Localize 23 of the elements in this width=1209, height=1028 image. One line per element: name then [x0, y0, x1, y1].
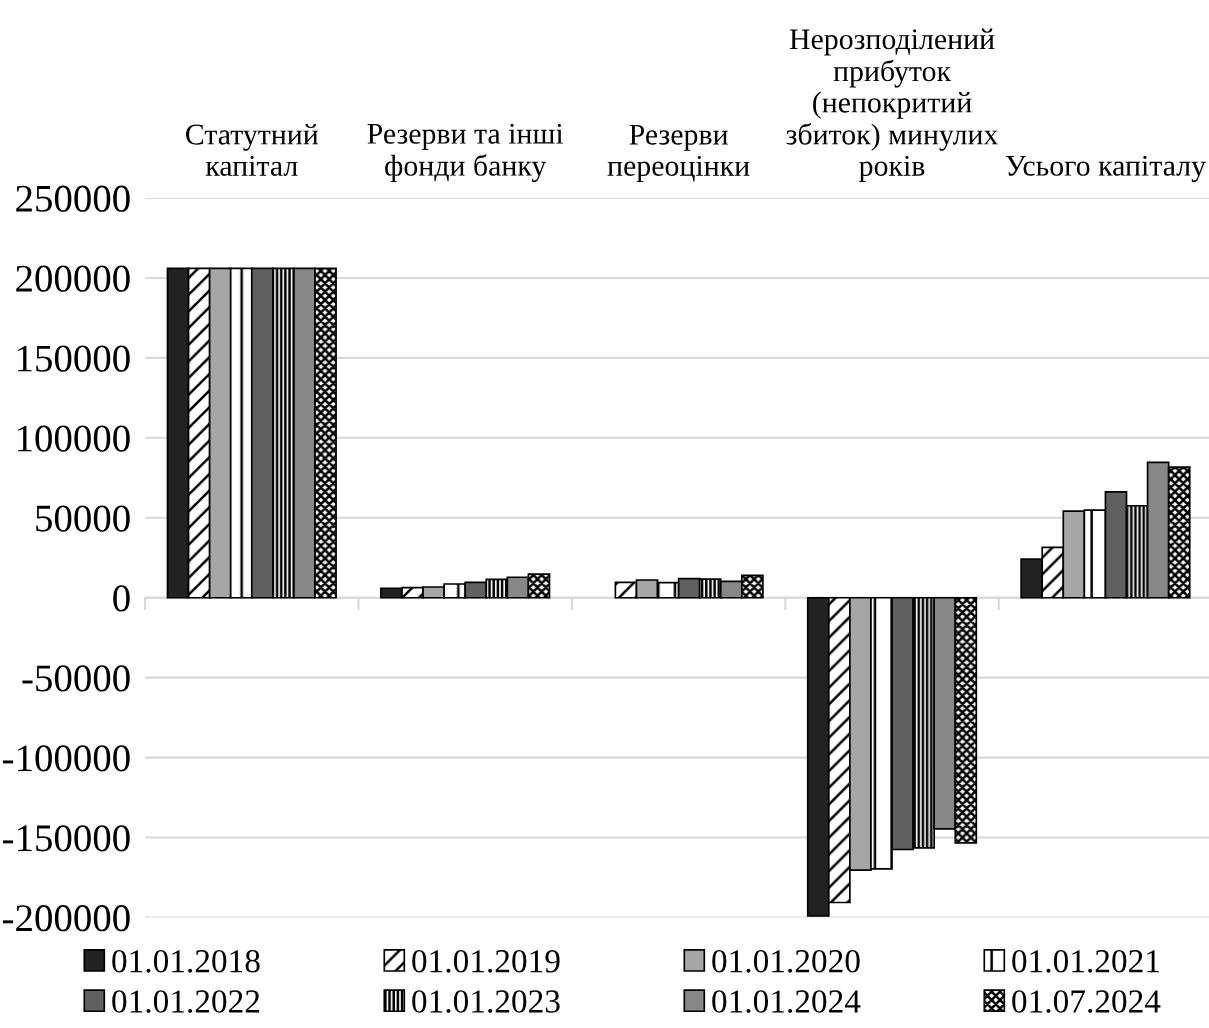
y-tick-label: -50000 — [22, 665, 130, 692]
legend-label: 01.01.2024 — [712, 990, 861, 1013]
x-tick-label: Статутний капітал — [186, 123, 319, 176]
y-tick-label: -150000 — [3, 825, 130, 852]
y-tick-label: 100000 — [17, 425, 130, 452]
legend-label: 01.01.2018 — [112, 950, 260, 973]
y-tick-label: 200000 — [16, 265, 130, 292]
legend-label: 01.01.2019 — [412, 950, 560, 973]
legend-label: 01.01.2021 — [1012, 950, 1159, 973]
x-tick-label: Усього капіталу — [1005, 155, 1206, 183]
y-tick-label: -200000 — [3, 905, 130, 932]
x-tick-label: Нерозподілений прибуток (непокритий збиток) минулих років — [786, 28, 999, 183]
x-tick-label: Резерви переоцінки — [607, 124, 750, 183]
legend-label: 01.01.2020 — [712, 950, 860, 973]
legend-label: 01.07.2024 — [1012, 990, 1161, 1013]
legend-label: 01.01.2022 — [112, 990, 260, 1013]
x-tick-label: Резерви та інші фонди банку — [367, 123, 564, 183]
y-tick-label: 0 — [113, 585, 130, 612]
y-tick-label: -100000 — [3, 745, 130, 772]
y-tick-label: 50000 — [36, 505, 130, 532]
y-tick-label: 250000 — [16, 185, 130, 212]
legend-label: 01.01.2023 — [412, 990, 560, 1013]
y-tick-label: 150000 — [17, 345, 130, 372]
